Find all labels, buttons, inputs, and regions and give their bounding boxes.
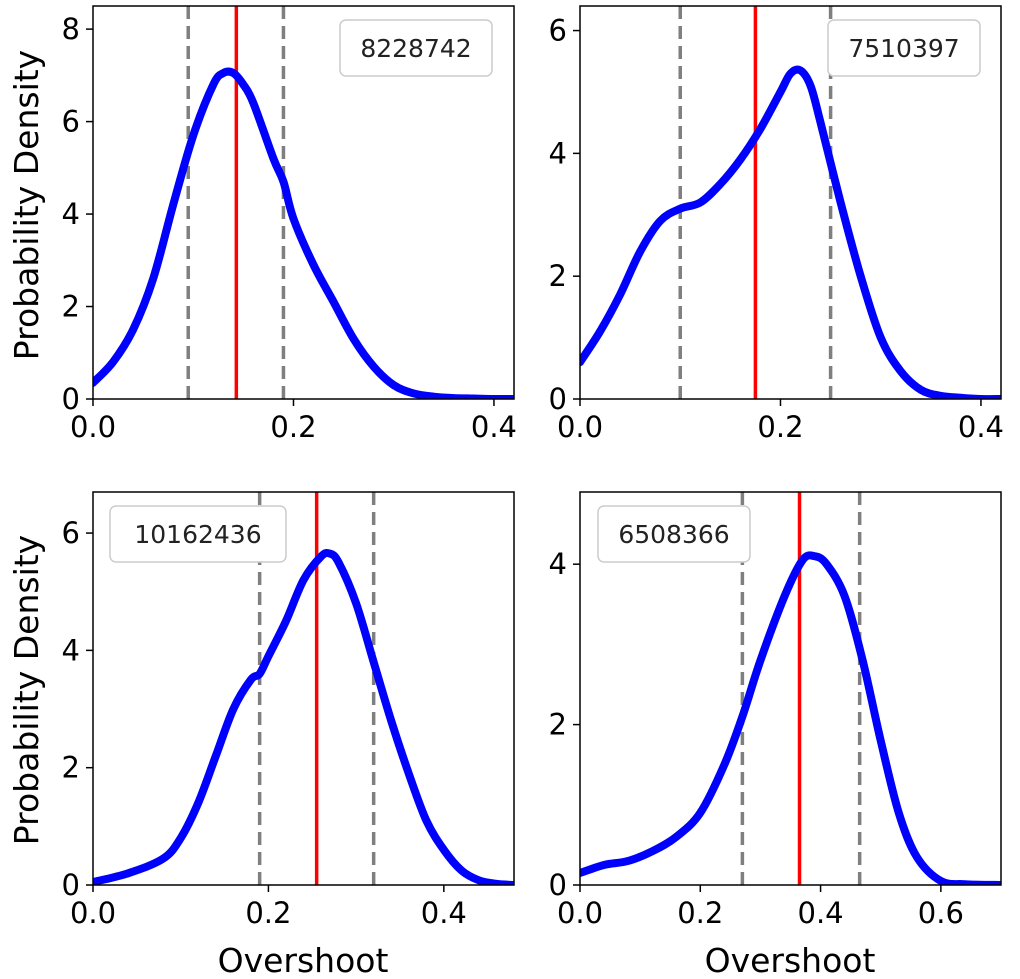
legend-label: 7510397 [848,34,959,63]
ticks: 0.0 0.2 0.4 0 2 4 6 8 [62,12,517,444]
y-tick-label: 2 [62,751,80,785]
legend-label: 8228742 [360,34,471,63]
panel-7510397: 0.0 0.2 0.4 0 2 4 6 7510397 [549,5,1004,444]
y-tick-label: 4 [549,136,567,170]
ticks: 0.0 0.2 0.4 0.6 0 2 4 [549,547,964,930]
y-tick-label: 2 [62,290,80,324]
y-tick-label: 8 [62,12,80,46]
x-tick-label: 0.2 [677,896,723,930]
legend: 8228742 [339,19,493,77]
axes-frame [92,491,515,886]
x-tick-label: 0.0 [557,410,603,444]
legend: 6508366 [597,505,751,563]
x-tick-label: 0.4 [798,896,844,930]
y-tick-label: 0 [549,382,567,416]
density-curve [93,548,514,885]
x-axis-label: Overshoot [218,941,389,979]
x-tick-label: 0.2 [245,896,291,930]
x-tick-label: 0.4 [421,896,467,930]
plot-area [93,6,514,399]
y-tick-label: 2 [549,259,567,293]
y-tick-label: 4 [62,633,80,667]
x-tick-label: 0.2 [270,410,316,444]
y-tick-label: 6 [62,105,80,139]
x-tick-label: 0.0 [557,896,603,930]
y-tick-label: 4 [62,197,80,231]
y-tick-label: 6 [62,516,80,550]
ticks: 0.0 0.2 0.4 0 2 4 6 [549,14,1004,444]
x-tick-label: 0.2 [757,410,803,444]
y-tick-label: 0 [62,382,80,416]
x-tick-label: 0.0 [70,896,116,930]
axes-frame [579,491,1002,886]
density-curve [580,65,1001,399]
ticks: 0.0 0.2 0.4 0 2 4 6 [62,516,467,930]
density-curve [580,551,1001,885]
legend-box [597,505,751,563]
legend-label: 10162436 [134,520,261,549]
legend: 7510397 [827,19,981,77]
y-tick-label: 4 [549,547,567,581]
legend-box [109,505,287,563]
y-tick-label: 0 [549,868,567,902]
x-axis-label: Overshoot [705,941,876,979]
panel-10162436: 0.0 0.2 0.4 0 2 4 6 10162436 Probability Densi… [7,491,515,979]
x-tick-label: 0.0 [70,410,116,444]
legend-box [339,19,493,77]
y-tick-label: 2 [549,708,567,742]
y-axis-label: Probability Density [7,535,46,845]
panel-6508366: 0.0 0.2 0.4 0.6 0 2 4 6508366 Overshoot [549,491,1002,979]
legend-label: 6508366 [618,520,729,549]
x-tick-label: 0.4 [471,410,517,444]
x-tick-label: 0.4 [958,410,1004,444]
y-tick-label: 0 [62,868,80,902]
density-curve [93,67,514,399]
y-tick-label: 6 [549,14,567,48]
y-axis-label: Probability Density [7,50,46,360]
legend-box [827,19,981,77]
axes-frame [92,5,515,400]
x-tick-label: 0.6 [918,896,964,930]
panel-8228742: 0.0 0.2 0.4 0 2 4 6 8 8228742 Probability Densi… [7,5,517,444]
axes-frame [579,5,1002,400]
legend: 10162436 [109,505,287,563]
